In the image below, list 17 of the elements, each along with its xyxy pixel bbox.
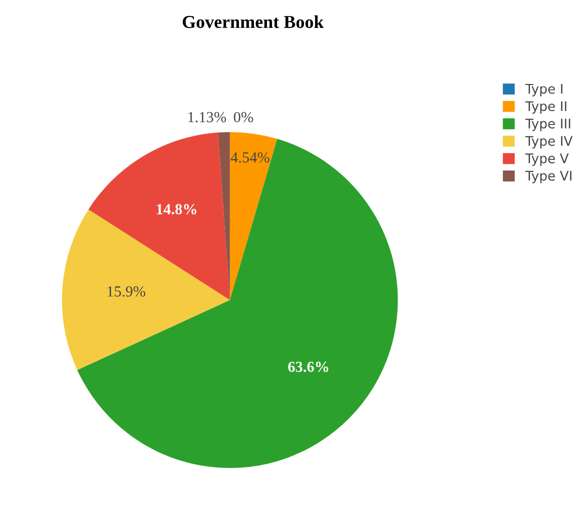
chart-title: Government Book (182, 15, 324, 28)
pie-slice (77, 138, 398, 468)
data-label: 15.9% (108, 286, 146, 297)
data-label: 14.8% (156, 204, 196, 214)
legend-label: Type III (525, 118, 570, 132)
legend-label: Type IV (525, 136, 573, 148)
data-label: 1.13% (188, 112, 226, 122)
pie-slice (88, 132, 230, 300)
pie-slice (230, 132, 278, 300)
legend-label: Type I (525, 84, 562, 96)
legend-label: Type VI (525, 170, 572, 184)
legend-label: Type V (525, 154, 569, 166)
data-label: 63.6% (288, 362, 328, 372)
data-label: 4.54% (230, 152, 270, 163)
legend-label: Type II (525, 101, 566, 114)
pie-slice (218, 132, 230, 300)
text: 0% (234, 112, 254, 122)
